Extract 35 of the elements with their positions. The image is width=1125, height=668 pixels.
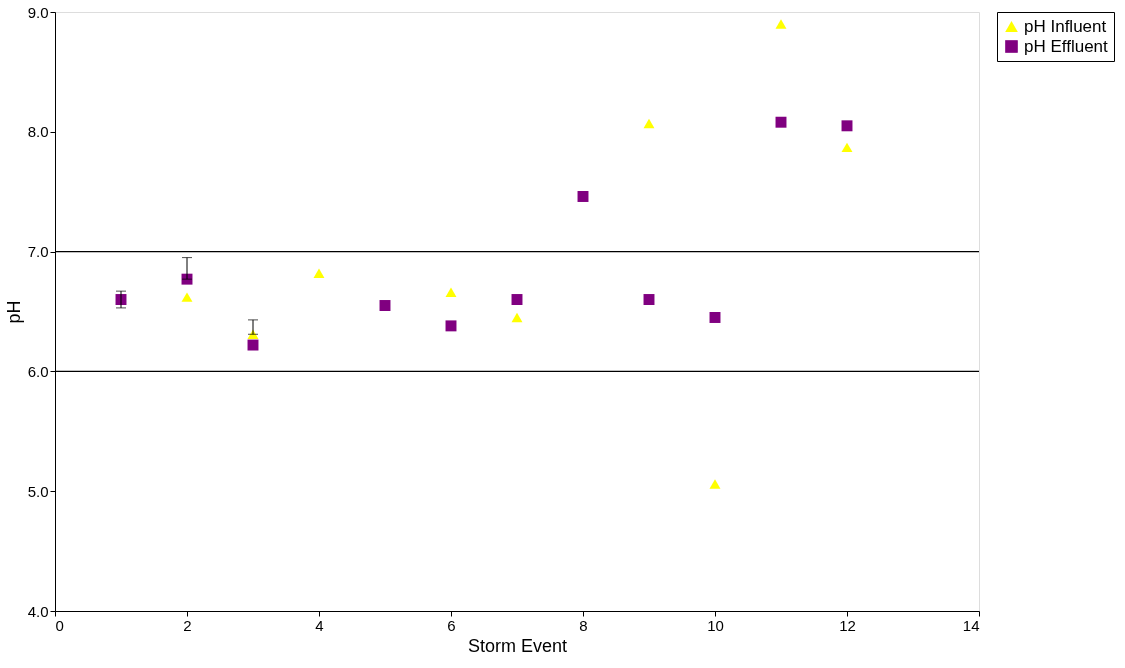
y-tick-label: 4.0 <box>27 602 49 620</box>
x-tick-label: 14 <box>962 616 980 634</box>
x-tick-label: 12 <box>839 616 856 634</box>
point <box>181 292 193 302</box>
legend-label: pH Effluent <box>1024 36 1109 56</box>
y-axis-title: pH <box>3 300 24 324</box>
point <box>511 312 523 323</box>
x-tick-label: 0 <box>55 616 64 634</box>
legend-label: pH Influent <box>1024 16 1107 36</box>
x-tick-label: 8 <box>579 616 588 634</box>
point <box>841 142 853 153</box>
x-tick-label: 10 <box>707 616 724 634</box>
x-tick-label: 2 <box>183 616 192 634</box>
x-axis-title: Storm Event <box>467 635 568 656</box>
x-tick-label: 4 <box>315 616 324 634</box>
y-tick-label: 7.0 <box>27 243 49 261</box>
point <box>709 479 721 489</box>
point <box>643 294 655 305</box>
point <box>709 312 721 323</box>
point <box>379 300 391 311</box>
y-tick-label: 8.0 <box>27 123 49 141</box>
point <box>775 116 787 128</box>
point <box>445 287 457 298</box>
point <box>313 268 325 278</box>
point <box>445 320 457 332</box>
point <box>841 120 853 132</box>
point <box>775 19 787 29</box>
point <box>511 294 523 305</box>
point <box>247 339 259 351</box>
y-tick-label: 5.0 <box>27 482 49 500</box>
y-tick-label: 9.0 <box>27 3 49 21</box>
point <box>577 191 589 202</box>
y-tick-label: 6.0 <box>27 362 49 380</box>
point <box>643 118 655 129</box>
x-tick-label: 6 <box>447 616 456 634</box>
